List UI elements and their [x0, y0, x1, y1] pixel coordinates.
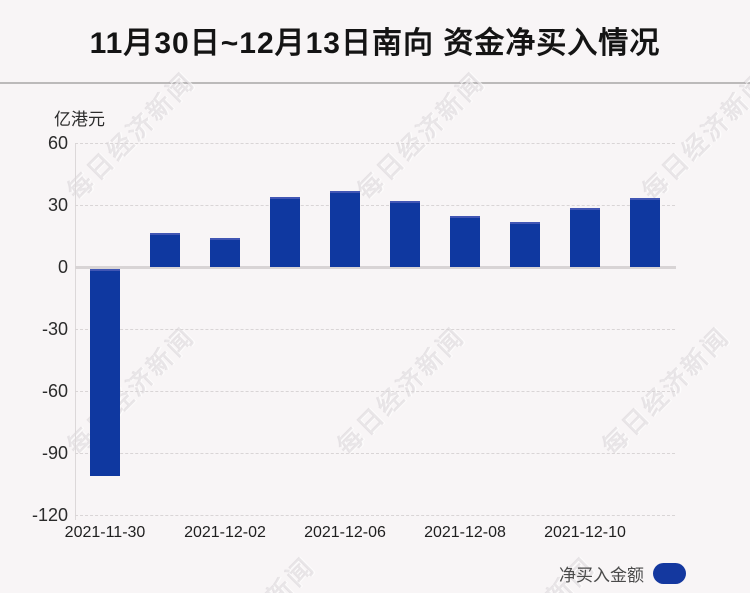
watermark-text: 每日经济新闻 — [597, 322, 736, 461]
y-gridline — [75, 391, 675, 392]
y-axis-tick-label: 0 — [57, 257, 68, 277]
bar-2021-12-08 — [450, 216, 480, 267]
y-gridline — [75, 515, 675, 516]
x-axis-tick-label: 2021-12-06 — [304, 524, 386, 541]
legend: 净买入金额 — [559, 560, 686, 586]
bar-2021-12-09 — [510, 222, 540, 267]
legend-label: 净买入金额 — [559, 565, 644, 585]
bar-2021-12-10 — [570, 208, 600, 267]
bar-2021-12-02 — [210, 238, 240, 267]
chart-title: 11月30日~12月13日南向 资金净买入情况 — [89, 27, 661, 60]
watermark-text: 每日经济新闻 — [62, 322, 201, 461]
watermark-text: 每日经济新闻 — [352, 67, 491, 206]
bar-2021-12-06 — [330, 190, 360, 267]
x-axis-tick-label: 2021-12-02 — [184, 524, 266, 541]
bar-2021-12-13 — [630, 198, 660, 267]
y-axis-tick-label: -60 — [41, 381, 68, 401]
y-axis-unit-label: 亿港元 — [54, 110, 105, 129]
x-axis-tick-label: 2021-11-30 — [64, 524, 146, 541]
bar-2021-12-01 — [150, 232, 180, 267]
watermark-text: 每日经济新闻 — [637, 67, 750, 206]
y-axis-tick-label: -90 — [41, 443, 68, 463]
y-axis-tick-label: 30 — [47, 195, 68, 215]
y-axis-tick-label: -120 — [31, 505, 68, 525]
watermark-text: 每日经济新闻 — [62, 67, 201, 206]
bar-2021-11-30 — [90, 269, 120, 477]
legend-marker-icon — [653, 562, 686, 584]
zero-axis-line — [75, 266, 676, 269]
y-gridline — [75, 205, 675, 206]
bar-2021-12-03 — [270, 197, 300, 267]
watermark-text: 每日经济新闻 — [178, 548, 322, 593]
y-axis-tick-label: 60 — [47, 133, 68, 153]
y-gridline — [75, 143, 675, 144]
title-divider — [0, 82, 750, 84]
y-gridline — [75, 329, 675, 330]
x-axis-tick-label: 2021-12-08 — [424, 524, 506, 541]
watermark-text: 每日经济新闻 — [332, 322, 471, 461]
y-axis-line — [75, 143, 76, 520]
bar-2021-12-07 — [390, 201, 420, 267]
x-axis-tick-label: 2021-12-10 — [544, 524, 626, 541]
y-axis-tick-label: -30 — [41, 319, 68, 339]
y-gridline — [75, 453, 675, 454]
